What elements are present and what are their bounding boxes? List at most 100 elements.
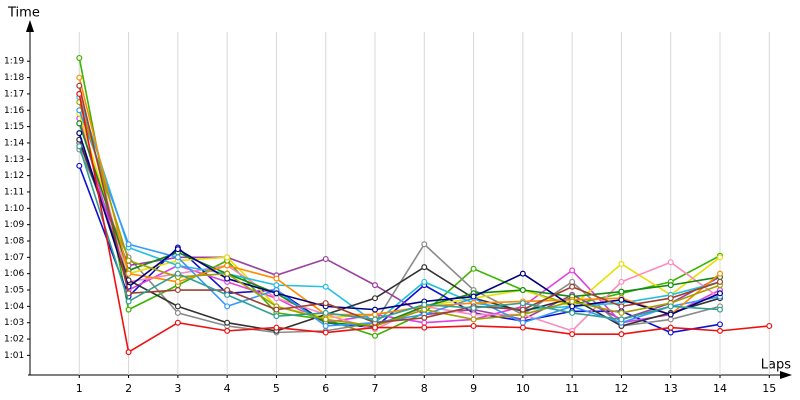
data-point: [716, 321, 723, 328]
data-point: [224, 262, 231, 269]
data-point: [224, 303, 231, 310]
data-point: [76, 54, 83, 61]
data-point: [716, 327, 723, 334]
data-point: [322, 283, 329, 290]
data-point: [273, 275, 280, 282]
series-line: [78, 57, 721, 337]
data-point: [372, 316, 379, 323]
y-tick-label: 1:03: [4, 318, 24, 328]
data-point: [421, 278, 428, 285]
data-point: [224, 275, 231, 282]
data-point: [372, 282, 379, 289]
data-point: [322, 316, 329, 323]
data-point: [519, 319, 526, 326]
data-point: [766, 322, 773, 329]
data-point: [372, 306, 379, 313]
data-point: [618, 316, 625, 323]
series-line: [78, 139, 721, 332]
x-tick-label: 1: [76, 382, 83, 395]
data-point: [667, 311, 674, 318]
data-point: [618, 260, 625, 267]
y-tick-label: 1:12: [4, 171, 24, 181]
data-point: [421, 314, 428, 321]
series-line: [78, 85, 721, 324]
y-tick-label: 1:11: [4, 187, 24, 197]
x-tick-label: 8: [421, 382, 428, 395]
x-tick-label: 14: [713, 382, 727, 395]
y-tick-label: 1:18: [4, 73, 24, 83]
data-point: [174, 270, 181, 277]
y-tick-label: 1:17: [4, 89, 24, 99]
x-tick-label: 15: [762, 382, 776, 395]
data-point: [174, 254, 181, 261]
data-point: [667, 282, 674, 289]
data-point: [519, 306, 526, 313]
data-point: [569, 303, 576, 310]
data-point: [322, 255, 329, 262]
y-tick-label: 1:14: [4, 138, 24, 148]
data-point: [569, 331, 576, 338]
data-point: [224, 319, 231, 326]
data-point: [618, 296, 625, 303]
y-tick-label: 1:09: [4, 220, 24, 230]
series-line: [78, 142, 721, 321]
x-tick-label: 3: [174, 382, 181, 395]
data-point: [76, 162, 83, 169]
data-point: [273, 324, 280, 331]
data-point: [224, 270, 231, 277]
y-tick-label: 1:19: [4, 57, 24, 67]
data-point: [224, 254, 231, 261]
x-arrow: [780, 371, 792, 379]
data-point: [667, 324, 674, 331]
data-point: [125, 349, 132, 356]
data-point: [76, 143, 83, 150]
data-point: [519, 324, 526, 331]
data-point: [421, 264, 428, 271]
data-point: [519, 300, 526, 307]
x-tick-label: 4: [224, 382, 231, 395]
data-point: [76, 74, 83, 81]
y-tick-label: 1:06: [4, 269, 24, 279]
y-tick-label: 1:13: [4, 155, 24, 165]
data-point: [667, 295, 674, 302]
data-point: [322, 309, 329, 316]
x-tick-label: 7: [372, 382, 379, 395]
data-point: [76, 90, 83, 97]
data-point: [519, 287, 526, 294]
data-point: [667, 316, 674, 323]
data-point: [618, 331, 625, 338]
data-point: [618, 309, 625, 316]
data-point: [421, 301, 428, 308]
data-point: [569, 278, 576, 285]
data-point: [224, 327, 231, 334]
data-point: [372, 324, 379, 331]
data-point: [273, 306, 280, 313]
data-point: [470, 311, 477, 318]
series-line: [78, 77, 721, 316]
data-point: [569, 309, 576, 316]
x-tick-label: 11: [565, 382, 579, 395]
x-tick-label: 2: [125, 382, 132, 395]
x-tick-label: 10: [516, 382, 530, 395]
x-tick-label: 13: [664, 382, 678, 395]
data-point: [519, 270, 526, 277]
data-point: [421, 319, 428, 326]
y-axis-label: Time: [7, 6, 40, 21]
data-point: [421, 241, 428, 248]
data-point: [322, 329, 329, 336]
data-point: [76, 130, 83, 137]
data-point: [372, 332, 379, 339]
data-point: [667, 303, 674, 310]
y-tick-label: 1:04: [4, 302, 24, 312]
data-point: [322, 300, 329, 307]
data-point: [125, 257, 132, 264]
data-point: [273, 313, 280, 320]
series-line: [78, 145, 721, 321]
y-tick-label: 1:16: [4, 106, 24, 116]
data-point: [716, 290, 723, 297]
data-point: [174, 303, 181, 310]
data-point: [421, 306, 428, 313]
data-point: [716, 254, 723, 261]
data-point: [224, 287, 231, 294]
data-point: [716, 270, 723, 277]
